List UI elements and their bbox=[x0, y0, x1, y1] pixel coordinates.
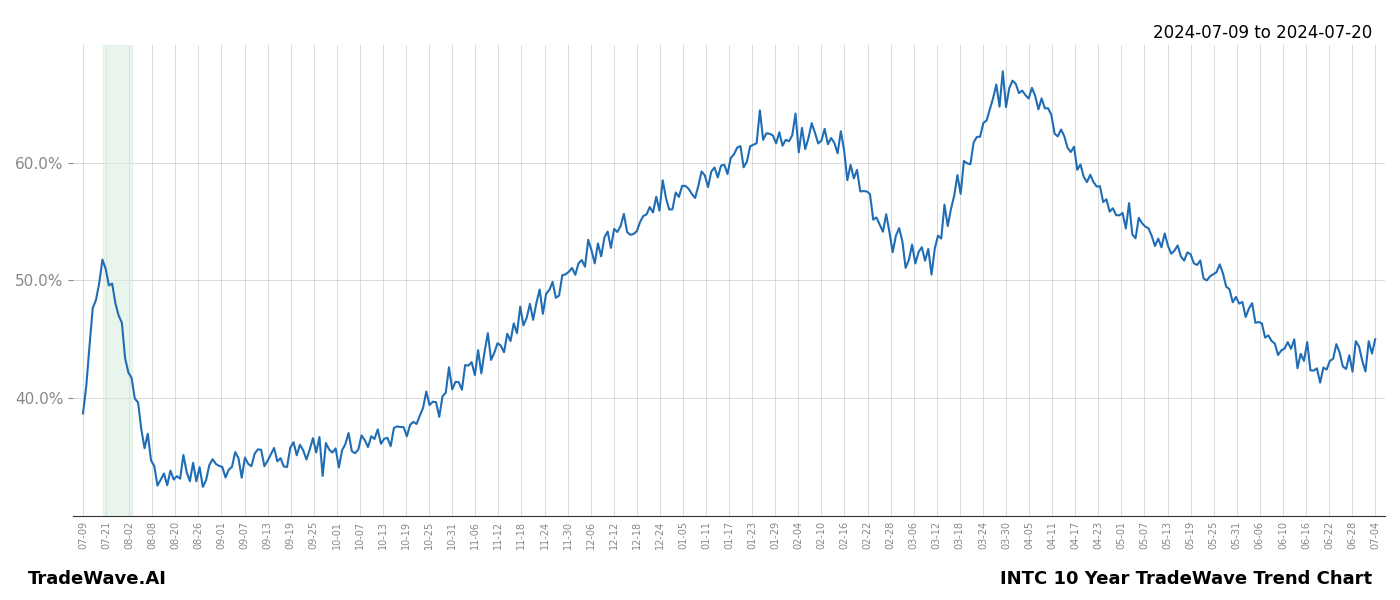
Text: INTC 10 Year TradeWave Trend Chart: INTC 10 Year TradeWave Trend Chart bbox=[1000, 570, 1372, 588]
Bar bbox=[102, 45, 132, 516]
Text: TradeWave.AI: TradeWave.AI bbox=[28, 570, 167, 588]
Text: 2024-07-09 to 2024-07-20: 2024-07-09 to 2024-07-20 bbox=[1152, 24, 1372, 42]
